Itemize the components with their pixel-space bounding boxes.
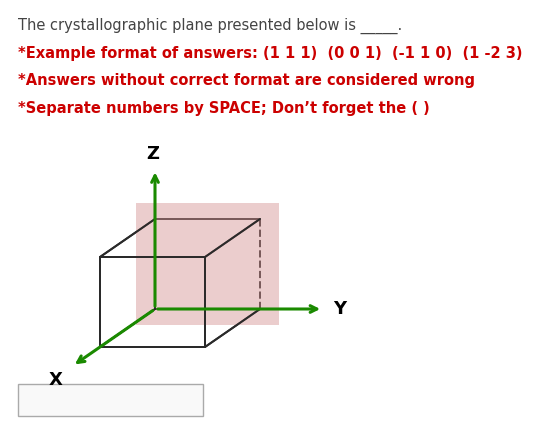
Text: *Answers without correct format are considered wrong: *Answers without correct format are cons… bbox=[18, 73, 475, 88]
Text: X: X bbox=[49, 371, 63, 389]
FancyBboxPatch shape bbox=[18, 384, 203, 416]
Text: *Separate numbers by SPACE; Don’t forget the ( ): *Separate numbers by SPACE; Don’t forget… bbox=[18, 100, 430, 116]
Text: The crystallographic plane presented below is _____.: The crystallographic plane presented bel… bbox=[18, 18, 402, 34]
Text: Y: Y bbox=[333, 300, 346, 318]
Text: *Example format of answers: (1 1 1)  (0 0 1)  (-1 1 0)  (1 -2 3): *Example format of answers: (1 1 1) (0 0… bbox=[18, 45, 523, 61]
Text: Z: Z bbox=[147, 145, 159, 162]
Polygon shape bbox=[136, 203, 279, 325]
